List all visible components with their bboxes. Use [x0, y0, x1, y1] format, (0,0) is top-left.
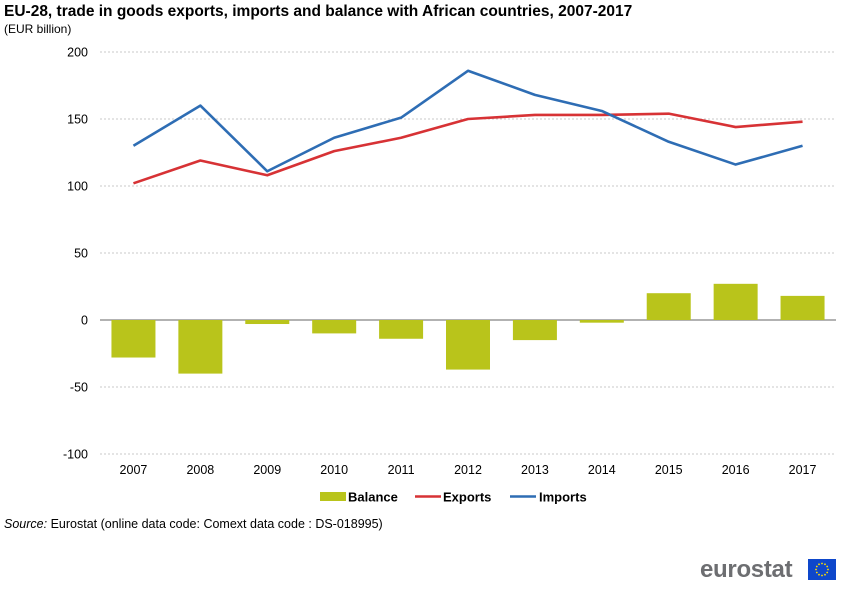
- x-tick-label: 2012: [454, 463, 482, 477]
- legend: Balance Exports Imports: [320, 490, 587, 505]
- flag-star: [815, 568, 817, 571]
- balance-bar: [446, 320, 490, 370]
- flag-star: [827, 568, 829, 571]
- eu-flag-icon: [808, 559, 836, 580]
- x-tick-label: 2009: [253, 463, 281, 477]
- balance-bar: [646, 293, 691, 320]
- y-tick-label: 100: [67, 180, 88, 194]
- imports-line: [132, 69, 803, 173]
- legend-label: Exports: [443, 490, 491, 505]
- x-tick-label: 2008: [186, 463, 214, 477]
- x-tick-label: 2013: [521, 463, 549, 477]
- balance-bar: [713, 283, 758, 320]
- legend-label: Balance: [348, 490, 398, 505]
- flag-star: [818, 573, 820, 576]
- legend-label: Imports: [539, 490, 587, 505]
- y-tick-label: 200: [67, 46, 88, 60]
- x-tick-label: 2017: [789, 463, 817, 477]
- y-axis-ticks: -100 -50 0 50 100 150 200: [63, 46, 88, 462]
- flag-star: [821, 562, 823, 565]
- y-tick-label: -100: [63, 448, 88, 462]
- gridlines: [100, 51, 836, 455]
- flag-star: [821, 574, 823, 577]
- balance-bar: [312, 320, 357, 334]
- flag-star: [824, 573, 826, 576]
- legend-swatch-balance: [320, 492, 346, 501]
- flag-star: [826, 571, 829, 574]
- flag-star: [815, 565, 818, 568]
- balance-bars: [111, 283, 825, 374]
- flag-star: [826, 565, 829, 568]
- balance-bar: [178, 320, 223, 374]
- balance-bar: [512, 320, 557, 341]
- flag-star: [815, 571, 818, 574]
- chart-title: EU-28, trade in goods exports, imports a…: [4, 3, 633, 20]
- series-lines: [132, 69, 803, 185]
- source-note: Source: Eurostat (online data code: Come…: [4, 517, 383, 531]
- logo-text: eurostat: [700, 556, 793, 583]
- flag-star: [818, 563, 820, 566]
- y-tick-label: 50: [74, 247, 88, 261]
- balance-bar: [245, 320, 290, 325]
- balance-bar: [111, 320, 156, 358]
- exports-line: [133, 112, 803, 185]
- eurostat-logo: eurostat: [700, 556, 836, 584]
- x-tick-label: 2015: [655, 463, 683, 477]
- flag-star: [824, 563, 826, 566]
- x-tick-label: 2010: [320, 463, 348, 477]
- balance-bar: [379, 320, 424, 339]
- y-tick-label: -50: [70, 381, 88, 395]
- y-tick-label: 0: [81, 314, 88, 328]
- y-tick-label: 150: [67, 113, 88, 127]
- chart-unit: (EUR billion): [4, 22, 72, 36]
- source-label: Source:: [4, 517, 48, 531]
- x-tick-label: 2016: [722, 463, 750, 477]
- balance-bar: [579, 320, 624, 323]
- x-axis-ticks: 2007 2008 2009 2010 2011 2012 2013 2014 2015 2016…: [120, 463, 817, 477]
- x-tick-label: 2007: [120, 463, 148, 477]
- balance-bar: [780, 295, 825, 320]
- x-tick-label: 2011: [388, 463, 415, 477]
- source-text: Eurostat (online data code: Comext data …: [50, 517, 383, 531]
- x-tick-label: 2014: [588, 463, 616, 477]
